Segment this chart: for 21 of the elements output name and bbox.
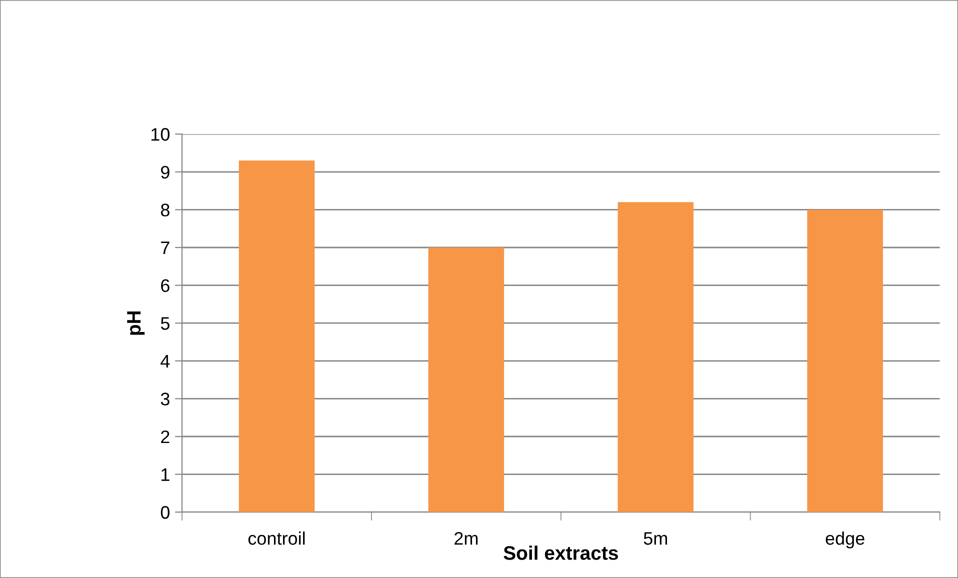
bar [238,160,315,512]
y-tick-label: 5 [160,317,170,330]
y-tick-label: 9 [161,166,170,179]
y-tick-label: 10 [152,128,170,141]
y-tick-label: 6 [161,279,170,292]
x-tick-label: 2m [454,532,478,545]
y-tick-label: 3 [160,392,170,406]
y-axis-title: pH [127,311,145,335]
y-tick-label: 2 [161,430,170,444]
bar [618,202,694,512]
y-tick-label: 0 [160,506,170,519]
x-axis-title: Soil extracts [504,546,618,560]
y-tick-label: 4 [160,355,170,368]
bar [807,210,883,512]
x-tick-label: 5m [644,532,667,545]
bar [428,248,504,512]
x-tick-label: controil [248,532,305,545]
x-tick-label: edge [826,532,864,548]
y-tick-label: 7 [161,242,170,254]
y-tick-label: 1 [162,468,170,481]
y-tick-label: 8 [160,204,170,216]
